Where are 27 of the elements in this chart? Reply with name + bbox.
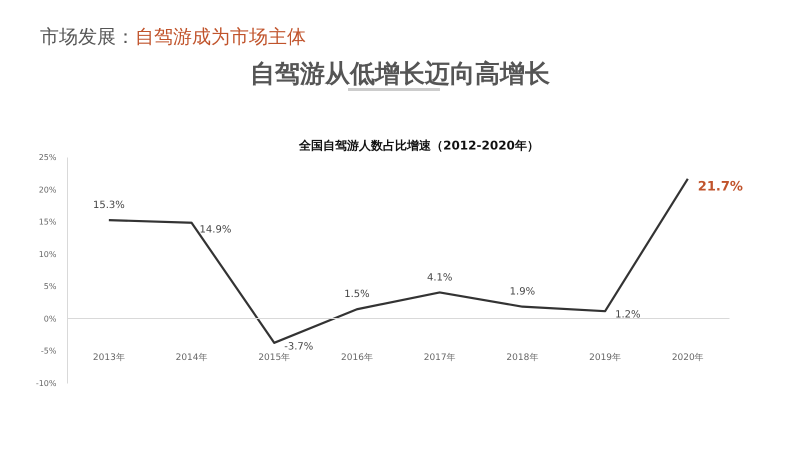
annotation: 21.7% bbox=[698, 179, 743, 194]
y-tick-label: 5% bbox=[44, 282, 57, 292]
y-tick-label: 25% bbox=[38, 153, 57, 162]
x-tick-label: 2017年 bbox=[424, 352, 456, 363]
x-tick-label: 2016年 bbox=[341, 352, 373, 363]
x-tick-label: 2020年 bbox=[672, 352, 704, 363]
chart-title: 全国自驾游人数占比增速（2012-2020年） bbox=[298, 138, 539, 152]
y-tick-label: -5% bbox=[40, 346, 57, 356]
y-tick-label: 0% bbox=[44, 314, 57, 324]
data-label: 4.1% bbox=[426, 272, 452, 284]
y-tick-label: 20% bbox=[38, 185, 57, 194]
y-tick-label: 10% bbox=[38, 250, 57, 259]
x-tick-label: 2018年 bbox=[506, 352, 538, 363]
text: 自驾游成为市场主体 bbox=[135, 26, 306, 48]
y-tick-label: -10% bbox=[36, 379, 57, 388]
x-tick-label: 2014年 bbox=[176, 352, 208, 363]
data-label: 1.5% bbox=[344, 289, 370, 300]
y-tick-label: 15% bbox=[38, 218, 57, 227]
data-label: 1.2% bbox=[615, 310, 640, 321]
data-label: 15.3% bbox=[92, 200, 125, 212]
x-tick-label: 2013年 bbox=[92, 352, 125, 363]
data-label: -3.7% bbox=[284, 341, 314, 352]
x-tick-label: 2019年 bbox=[589, 352, 622, 363]
text: 自驾游从低增长迈向高增长 bbox=[249, 58, 551, 90]
data-label: 1.9% bbox=[510, 286, 536, 298]
x-tick-label: 2015年 bbox=[258, 352, 290, 363]
data-label: 14.9% bbox=[200, 224, 232, 236]
